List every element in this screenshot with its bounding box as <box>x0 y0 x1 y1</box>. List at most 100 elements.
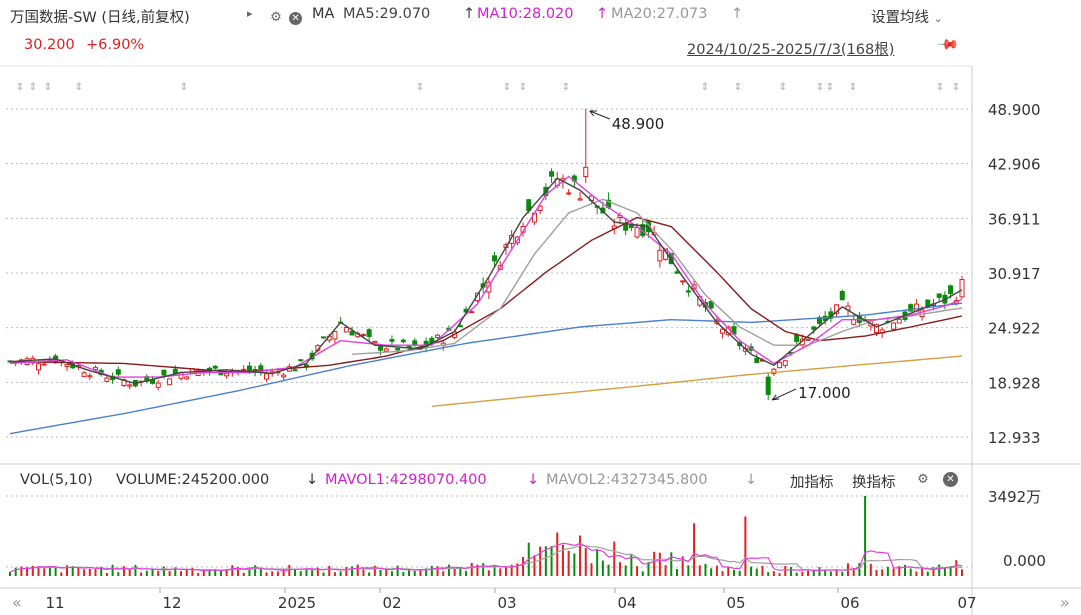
volume-bar <box>26 567 29 576</box>
stock-title[interactable]: 万国数据-SW (日线,前复权) <box>10 10 190 26</box>
volume-bar <box>48 565 51 576</box>
title-expand-icon[interactable]: ▸ <box>247 7 253 20</box>
volume-bar <box>561 544 564 576</box>
mavol2-arrow: ↓ <box>745 472 758 488</box>
gear-icon[interactable]: ⚙ <box>270 10 282 25</box>
volume-bar <box>755 568 758 576</box>
volume-bar <box>180 571 183 576</box>
candle-body <box>412 340 418 345</box>
candle-body <box>583 166 589 177</box>
volume-bar <box>482 563 485 576</box>
volume-bar <box>145 570 148 576</box>
volume-bar <box>214 569 217 576</box>
add-indicator-button[interactable]: 加指标 <box>790 475 834 491</box>
time-tick-label: 2025 <box>278 594 316 612</box>
ma120-line <box>9 302 963 435</box>
volume-bar <box>590 563 593 576</box>
event-marker-icon: ⇕ <box>779 82 787 93</box>
ma20-value: MA20:27.073 <box>611 6 708 22</box>
event-marker-icon: ⇕ <box>816 82 824 93</box>
candle-body <box>321 336 327 339</box>
candle-body <box>264 373 270 380</box>
volume-bar <box>579 535 582 576</box>
volume-bar <box>943 567 946 576</box>
ma5-arrow: ↑ <box>463 6 476 22</box>
volume-gear-icon[interactable]: ⚙ <box>917 472 929 487</box>
candle-body <box>919 309 925 318</box>
volume-bar <box>938 564 941 576</box>
price-tick-label: 30.917 <box>988 265 1041 283</box>
volume-bar <box>20 566 23 576</box>
volume-bar <box>738 570 741 576</box>
low-annotation-arrowhead <box>771 394 780 401</box>
close-icon[interactable]: ✕ <box>289 12 303 25</box>
volume-bar <box>328 566 331 576</box>
ma60-line <box>9 216 963 374</box>
volume-bar <box>601 560 604 576</box>
candle-body <box>36 363 42 371</box>
volume-bar <box>658 552 661 576</box>
event-marker-icon: ⇕ <box>519 82 527 93</box>
volume-bar <box>430 565 433 576</box>
date-range[interactable]: 2024/10/25-2025/7/3(168根) <box>687 42 895 58</box>
volume-bar <box>174 567 177 576</box>
candle-body <box>161 369 167 376</box>
volume-bar <box>276 571 279 576</box>
volume-bar <box>128 569 131 576</box>
high-price-label: 48.900 <box>612 115 665 133</box>
volume-bar <box>88 568 91 576</box>
swap-indicator-button[interactable]: 换指标 <box>852 475 896 491</box>
volume-bar <box>37 566 40 576</box>
volume-bar <box>413 570 416 576</box>
volume-bar <box>636 566 639 576</box>
candle-body <box>936 293 942 298</box>
candle-body <box>87 375 93 378</box>
candle-body <box>383 348 389 352</box>
volume-bar <box>151 568 154 576</box>
volume-bar <box>704 563 707 576</box>
volume-bar <box>898 566 901 576</box>
ma20-line <box>351 198 963 355</box>
candle-body <box>224 372 230 377</box>
candle-body <box>811 326 817 330</box>
volume-bar <box>408 570 411 576</box>
event-marker-icon: ⇕ <box>503 82 511 93</box>
volume-bar <box>550 546 553 576</box>
volume-bar <box>83 569 86 576</box>
volume-bar <box>162 566 165 576</box>
candle-body <box>115 369 121 375</box>
volume-bar <box>225 569 228 576</box>
volume-bar <box>744 516 747 576</box>
high-annotation-line <box>589 110 610 120</box>
volume-bar <box>111 564 114 576</box>
candle-body <box>474 292 480 301</box>
volume-bar <box>31 565 34 576</box>
volume-bar <box>949 566 952 576</box>
volume-close-icon[interactable]: ✕ <box>943 472 958 487</box>
candle-body <box>155 382 161 388</box>
price-tick-label: 12.933 <box>988 429 1041 447</box>
volume-bar <box>584 548 587 576</box>
low-price-label: 17.000 <box>798 384 851 402</box>
volume-bar <box>618 562 621 576</box>
candle-body <box>896 318 902 324</box>
candle-body <box>41 363 47 366</box>
volume-bar <box>197 573 200 576</box>
volume-bar <box>647 562 650 576</box>
candle-body <box>298 359 304 362</box>
volume-bar <box>43 568 46 576</box>
volume-bar <box>653 551 656 576</box>
ma-settings-button[interactable]: 设置均线 ⌄ <box>871 6 943 27</box>
event-marker-icon: ⇕ <box>44 82 52 93</box>
chevron-down-icon: ⌄ <box>933 12 943 25</box>
time-tick-label: 02 <box>382 594 401 612</box>
volume-bar <box>516 563 519 576</box>
volume-bar <box>339 571 342 576</box>
candle-body <box>281 374 287 378</box>
candle-body <box>241 368 247 371</box>
volume-bar <box>772 571 775 576</box>
volume-bar <box>100 566 103 576</box>
volume-bar <box>140 572 143 576</box>
event-marker-icon: ⇕ <box>734 82 742 93</box>
